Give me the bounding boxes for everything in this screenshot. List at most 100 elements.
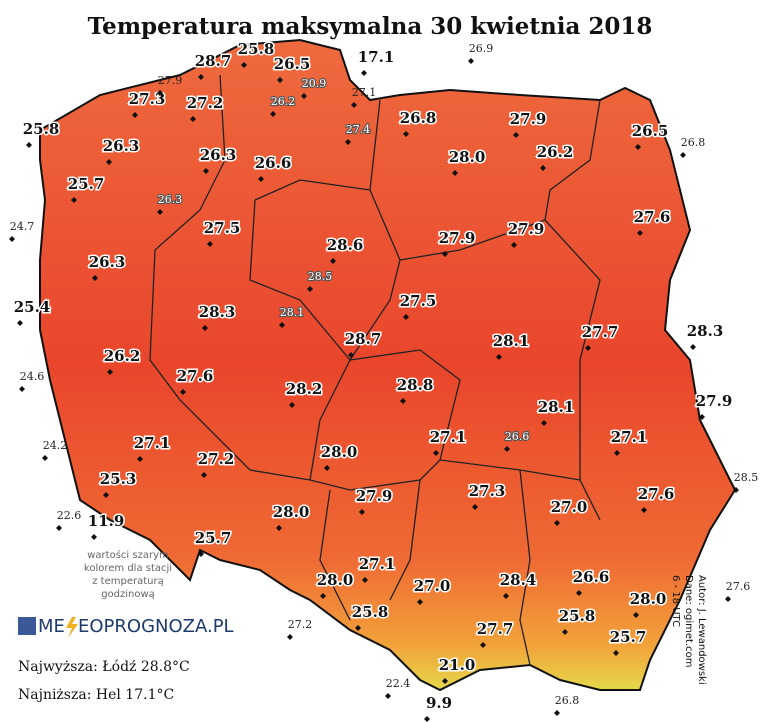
- station-temperature: 28.3: [687, 322, 724, 340]
- hourly-station-temperature: 24.7: [10, 220, 35, 233]
- station-temperature: 27.9: [439, 229, 476, 247]
- station-temperature: 26.2: [104, 347, 141, 365]
- station-marker: [203, 168, 209, 174]
- station-temperature: 27.0: [414, 577, 451, 595]
- hourly-station-temperature: 27.2: [288, 618, 313, 631]
- station-marker: [198, 74, 204, 80]
- station-temperature: 27.6: [177, 367, 214, 385]
- station-marker: [157, 209, 163, 215]
- station-temperature: 26.3: [103, 137, 140, 155]
- station-temperature: 28.6: [327, 236, 364, 254]
- station-temperature: 27.7: [477, 620, 514, 638]
- station-temperature: 28.0: [630, 590, 667, 608]
- station-marker: [201, 472, 207, 478]
- station-temperature: 28.7: [195, 52, 232, 70]
- station-temperature: 26.6: [573, 568, 610, 586]
- station-marker: [699, 414, 705, 420]
- station-marker: [19, 386, 25, 392]
- station-temperature: 26.6: [255, 154, 292, 172]
- station-marker: [348, 352, 354, 358]
- lowest: Najniższa: Hel 17.1°C: [18, 687, 174, 703]
- station-marker: [307, 286, 313, 292]
- station-marker: [690, 344, 696, 350]
- station-marker: [287, 634, 293, 640]
- credit: 6 - 18 UTC: [670, 575, 681, 627]
- station-marker: [277, 77, 283, 83]
- station-temperature: 27.9: [356, 487, 393, 505]
- country-shape: [39, 38, 737, 692]
- station-marker: [207, 241, 213, 247]
- station-marker: [613, 650, 619, 656]
- hourly-station-temperature: 26.2: [271, 95, 296, 108]
- station-temperature: 27.7: [582, 323, 619, 341]
- station-marker: [361, 70, 367, 76]
- legend-note: wartości szarym: [87, 549, 168, 561]
- station-marker: [301, 93, 307, 99]
- station-temperature: 11.9: [88, 512, 125, 530]
- station-marker: [362, 577, 368, 583]
- station-marker: [132, 112, 138, 118]
- station-marker: [279, 322, 285, 328]
- station-marker: [452, 170, 458, 176]
- station-marker: [345, 139, 351, 145]
- station-marker: [637, 230, 643, 236]
- station-temperature: 26.5: [632, 122, 669, 140]
- station-marker: [480, 642, 486, 648]
- station-temperature: 28.1: [538, 398, 575, 416]
- station-temperature: 25.7: [195, 529, 232, 547]
- station-marker: [106, 159, 112, 165]
- station-marker: [241, 62, 247, 68]
- station-temperature: 25.4: [14, 298, 51, 316]
- station-temperature: 27.2: [187, 94, 224, 112]
- legend-note: kolorem dla stacji: [84, 563, 172, 574]
- station-marker: [351, 102, 357, 108]
- station-marker: [276, 525, 282, 531]
- legend-note: z temperaturą: [92, 576, 163, 587]
- station-temperature: 27.1: [430, 428, 467, 446]
- station-temperature: 27.1: [611, 428, 648, 446]
- station-marker: [17, 320, 23, 326]
- station-marker: [633, 612, 639, 618]
- hourly-station-temperature: 20.9: [302, 77, 327, 90]
- station-marker: [468, 58, 474, 64]
- station-temperature: 28.4: [500, 571, 537, 589]
- station-temperature: 27.3: [129, 90, 166, 108]
- hourly-station-temperature: 28.1: [280, 306, 305, 319]
- station-marker: [26, 142, 32, 148]
- hourly-station-temperature: 27.9: [158, 74, 183, 87]
- station-temperature: 26.8: [400, 109, 437, 127]
- logo-right: EOPROGNOZA.PL: [78, 616, 234, 637]
- hourly-station-temperature: 26.8: [555, 694, 580, 707]
- credit: Autor: J. Lewandowski: [696, 575, 707, 685]
- hourly-station-temperature: 26.3: [158, 193, 183, 206]
- station-marker: [91, 534, 97, 540]
- station-marker: [472, 504, 478, 510]
- station-marker: [641, 507, 647, 513]
- station-marker: [270, 111, 276, 117]
- station-temperature: 27.0: [551, 498, 588, 516]
- station-marker: [725, 596, 731, 602]
- station-temperature: 27.1: [134, 434, 171, 452]
- station-temperature: 27.5: [204, 219, 241, 237]
- station-temperature: 28.8: [397, 376, 434, 394]
- hourly-station-temperature: 24.2: [43, 439, 68, 452]
- station-marker: [541, 420, 547, 426]
- station-marker: [137, 456, 143, 462]
- station-marker: [180, 389, 186, 395]
- station-marker: [258, 176, 264, 182]
- station-temperature: 25.7: [610, 628, 647, 646]
- station-marker: [202, 325, 208, 331]
- station-marker: [576, 590, 582, 596]
- station-marker: [424, 716, 430, 722]
- highest: Najwyższa: Łódź 28.8°C: [18, 659, 190, 675]
- station-marker: [330, 258, 336, 264]
- station-marker: [680, 152, 686, 158]
- station-temperature: 28.2: [286, 380, 323, 398]
- station-marker: [554, 520, 560, 526]
- station-marker: [56, 525, 62, 531]
- station-marker: [355, 625, 361, 631]
- station-marker: [320, 593, 326, 599]
- station-marker: [513, 132, 519, 138]
